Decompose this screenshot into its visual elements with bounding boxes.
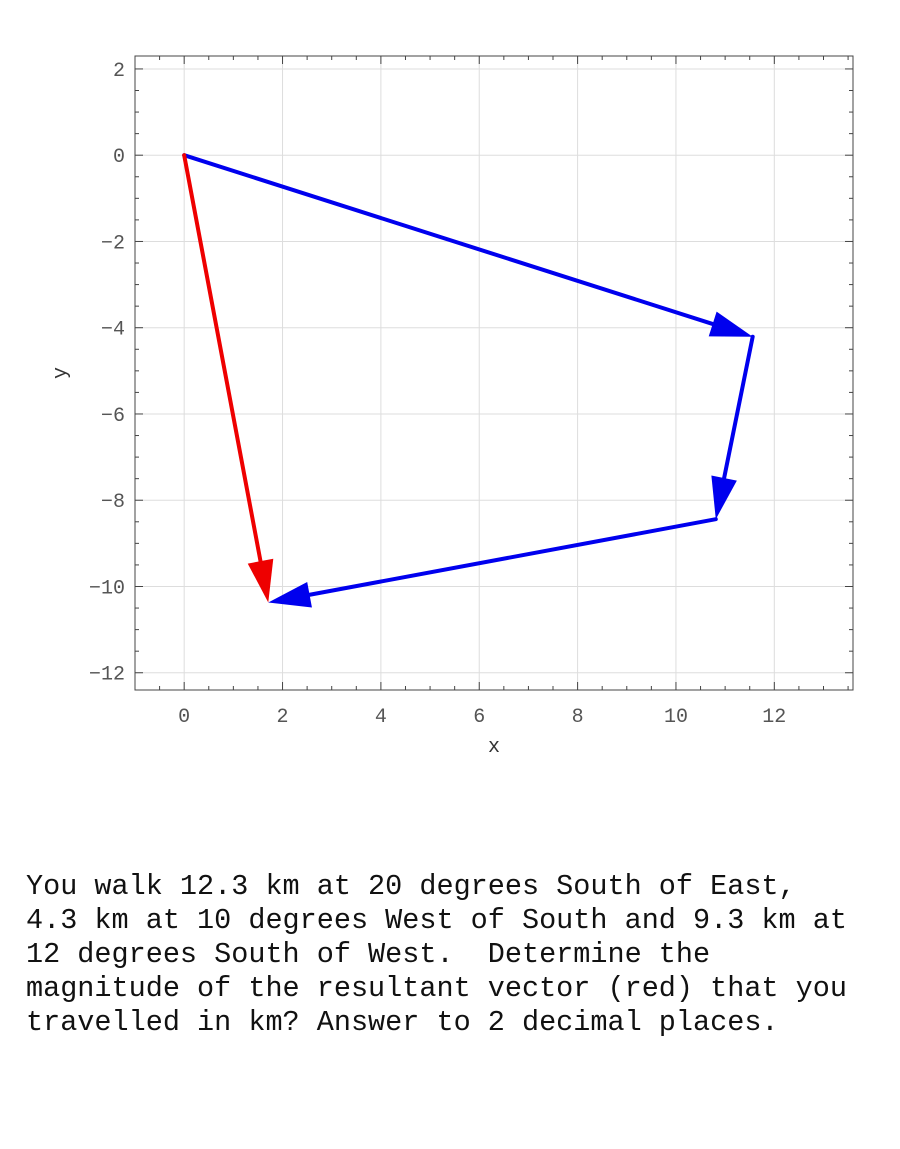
y-tick-label: −4 [101, 319, 125, 342]
vector-3 [268, 517, 718, 608]
question-text: You walk 12.3 km at 20 degrees South of … [26, 870, 847, 1039]
axis-ticks [134, 56, 853, 690]
y-tick-label: −2 [101, 232, 125, 255]
y-tick-label: 0 [113, 146, 125, 169]
x-tick-label: 12 [762, 706, 786, 729]
x-tick-label: 10 [664, 706, 688, 729]
vector-2 [711, 334, 755, 520]
x-tick-label: 0 [178, 706, 190, 729]
y-tick-label: 2 [113, 60, 125, 83]
vector-shaft [182, 153, 264, 570]
vector-arrowhead [711, 475, 737, 520]
plot-frame [134, 55, 854, 691]
y-axis-label: y [50, 367, 73, 379]
grid [135, 56, 853, 690]
vector-shaft [720, 334, 755, 486]
x-axis-label: x [488, 736, 500, 759]
vector-arrowhead [247, 558, 274, 603]
vector-arrowhead [708, 311, 753, 337]
vector-chart: 0 2 4 6 8 10 12 2 0 −2 −4 −6 −8 −10 −12 x y [50, 55, 854, 759]
y-tick-label: −8 [101, 491, 125, 514]
x-tick-label: 4 [375, 706, 387, 729]
y-tick-label: −6 [101, 405, 125, 428]
x-tick-label: 8 [572, 706, 584, 729]
y-tick-label: −12 [89, 664, 125, 687]
x-tick-label: 2 [277, 706, 289, 729]
vector-shaft [182, 153, 721, 328]
y-tick-label: −10 [89, 577, 125, 600]
vector-shaft [301, 517, 718, 598]
vector-4 [182, 153, 274, 603]
tick-labels: 0 2 4 6 8 10 12 2 0 −2 −4 −6 −8 −10 −12 [89, 60, 786, 729]
vector-1 [182, 153, 753, 337]
x-tick-label: 6 [473, 706, 485, 729]
vector-arrowhead [268, 581, 312, 608]
vectors [182, 153, 755, 608]
